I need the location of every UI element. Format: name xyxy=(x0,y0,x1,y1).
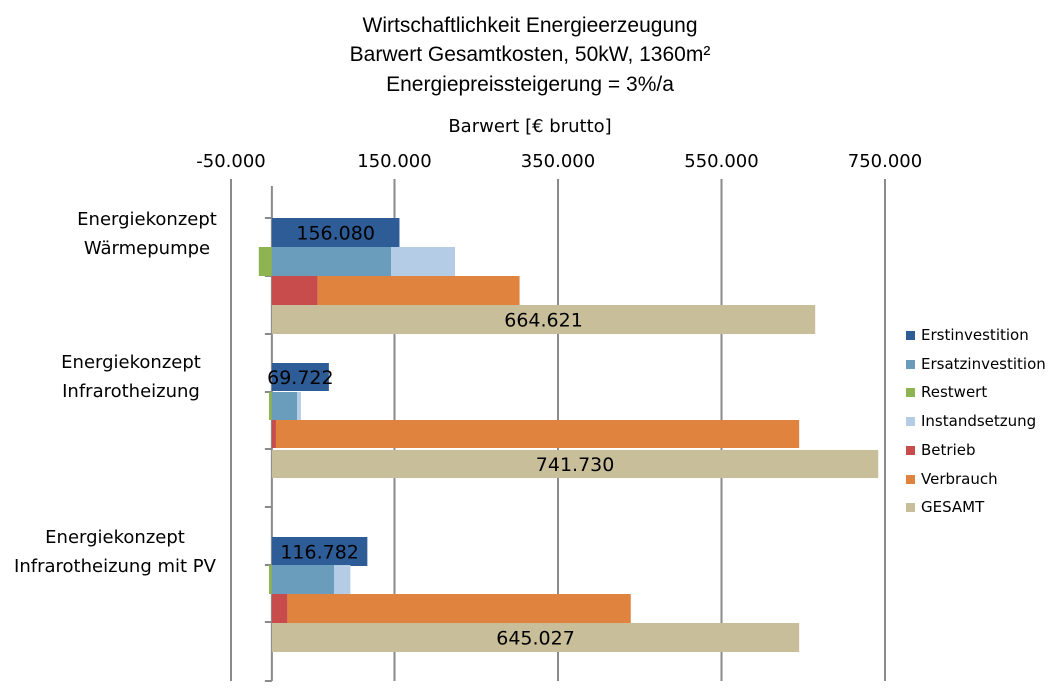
legend-item: Betrieb xyxy=(906,441,976,459)
legend-item: Restwert xyxy=(906,383,987,401)
legend-label: Restwert xyxy=(921,383,988,402)
legend-item: Erstinvestition xyxy=(906,326,1029,344)
legend-label: Erstinvestition xyxy=(921,326,1029,344)
bar-ersatzinvestition xyxy=(271,247,392,276)
bar-restwert xyxy=(258,247,272,276)
data-label-gesamt: 741.730 xyxy=(536,454,615,476)
bar-erstinvestition xyxy=(271,218,400,247)
legend-label: Instandsetzung xyxy=(921,412,1037,431)
legend-item: Ersatzinvestition xyxy=(906,355,1046,373)
x-tick-label: -50.000 xyxy=(196,151,265,172)
chart-title-line-1: Wirtschaftlichkeit Energieerzeugung xyxy=(362,14,698,37)
bar-betrieb xyxy=(271,276,318,305)
data-label-erstinvestition: 116.782 xyxy=(280,542,359,564)
chart-title-line-2: Barwert Gesamtkosten, 50kW, 1360m² xyxy=(349,43,711,66)
category-label-line: Energiekonzept xyxy=(45,527,185,548)
bar-verbrauch xyxy=(287,594,631,623)
data-label-erstinvestition: 69.722 xyxy=(267,367,333,389)
legend-label: Betrieb xyxy=(921,440,976,459)
x-tick-label: 350.000 xyxy=(521,151,595,172)
bar-instandsetzung xyxy=(391,247,455,276)
bar-gesamt xyxy=(271,305,816,334)
category-label-line: Energiekonzept xyxy=(77,209,217,230)
bar-restwert xyxy=(269,392,272,420)
legend-swatch xyxy=(906,503,915,513)
bar-instandsetzung xyxy=(334,565,351,594)
bar-erstinvestition xyxy=(271,537,368,566)
bar-gesamt xyxy=(271,623,800,652)
legend-swatch xyxy=(906,388,915,398)
legend-swatch xyxy=(906,445,915,455)
data-label-gesamt: 645.027 xyxy=(496,628,575,650)
bar-erstinvestition xyxy=(271,363,329,391)
category-label-line: Energiekonzept xyxy=(61,352,201,373)
bar-betrieb xyxy=(271,594,288,623)
x-tick-label: 550.000 xyxy=(684,151,758,172)
bar-betrieb xyxy=(271,420,276,448)
category-label-infrarotheizung: Energiekonzept Infrarotheizung xyxy=(16,348,246,406)
legend-item: Verbrauch xyxy=(906,470,998,488)
category-label-line: Infrarotheizung xyxy=(62,381,200,402)
legend-item: GESAMT xyxy=(906,498,984,516)
x-tick-label: 750.000 xyxy=(848,151,922,172)
bar-verbrauch xyxy=(275,420,800,448)
legend-label: Verbrauch xyxy=(921,469,998,488)
category-label-infrarotheizung-pv: Energiekonzept Infrarotheizung mit PV xyxy=(0,523,230,581)
category-label-waermepumpe: Energiekonzept Wärmepumpe xyxy=(32,205,262,263)
category-label-line: Wärmepumpe xyxy=(83,238,211,259)
bar-ersatzinvestition xyxy=(271,392,298,420)
legend-item: Instandsetzung xyxy=(906,412,1036,430)
x-tick-label: 150.000 xyxy=(357,151,431,172)
chart-title-line-3: Energiepreissteigerung = 3%/a xyxy=(386,73,674,96)
category-label-line: Infrarotheizung mit PV xyxy=(14,556,216,577)
legend-label: Ersatzinvestition xyxy=(921,354,1046,373)
legend-swatch xyxy=(906,359,915,369)
x-axis-title: Barwert [€ brutto] xyxy=(448,116,612,137)
legend-label: GESAMT xyxy=(921,498,985,517)
data-label-erstinvestition: 156.080 xyxy=(296,223,375,245)
legend-swatch xyxy=(906,417,915,427)
data-label-gesamt: 664.621 xyxy=(504,310,583,332)
legend-swatch xyxy=(906,331,915,340)
bar-ersatzinvestition xyxy=(271,565,335,594)
bar-restwert xyxy=(269,565,272,594)
bar-verbrauch xyxy=(317,276,520,305)
bar-instandsetzung xyxy=(297,392,301,420)
legend-swatch xyxy=(906,474,915,484)
bar-gesamt xyxy=(271,450,879,478)
